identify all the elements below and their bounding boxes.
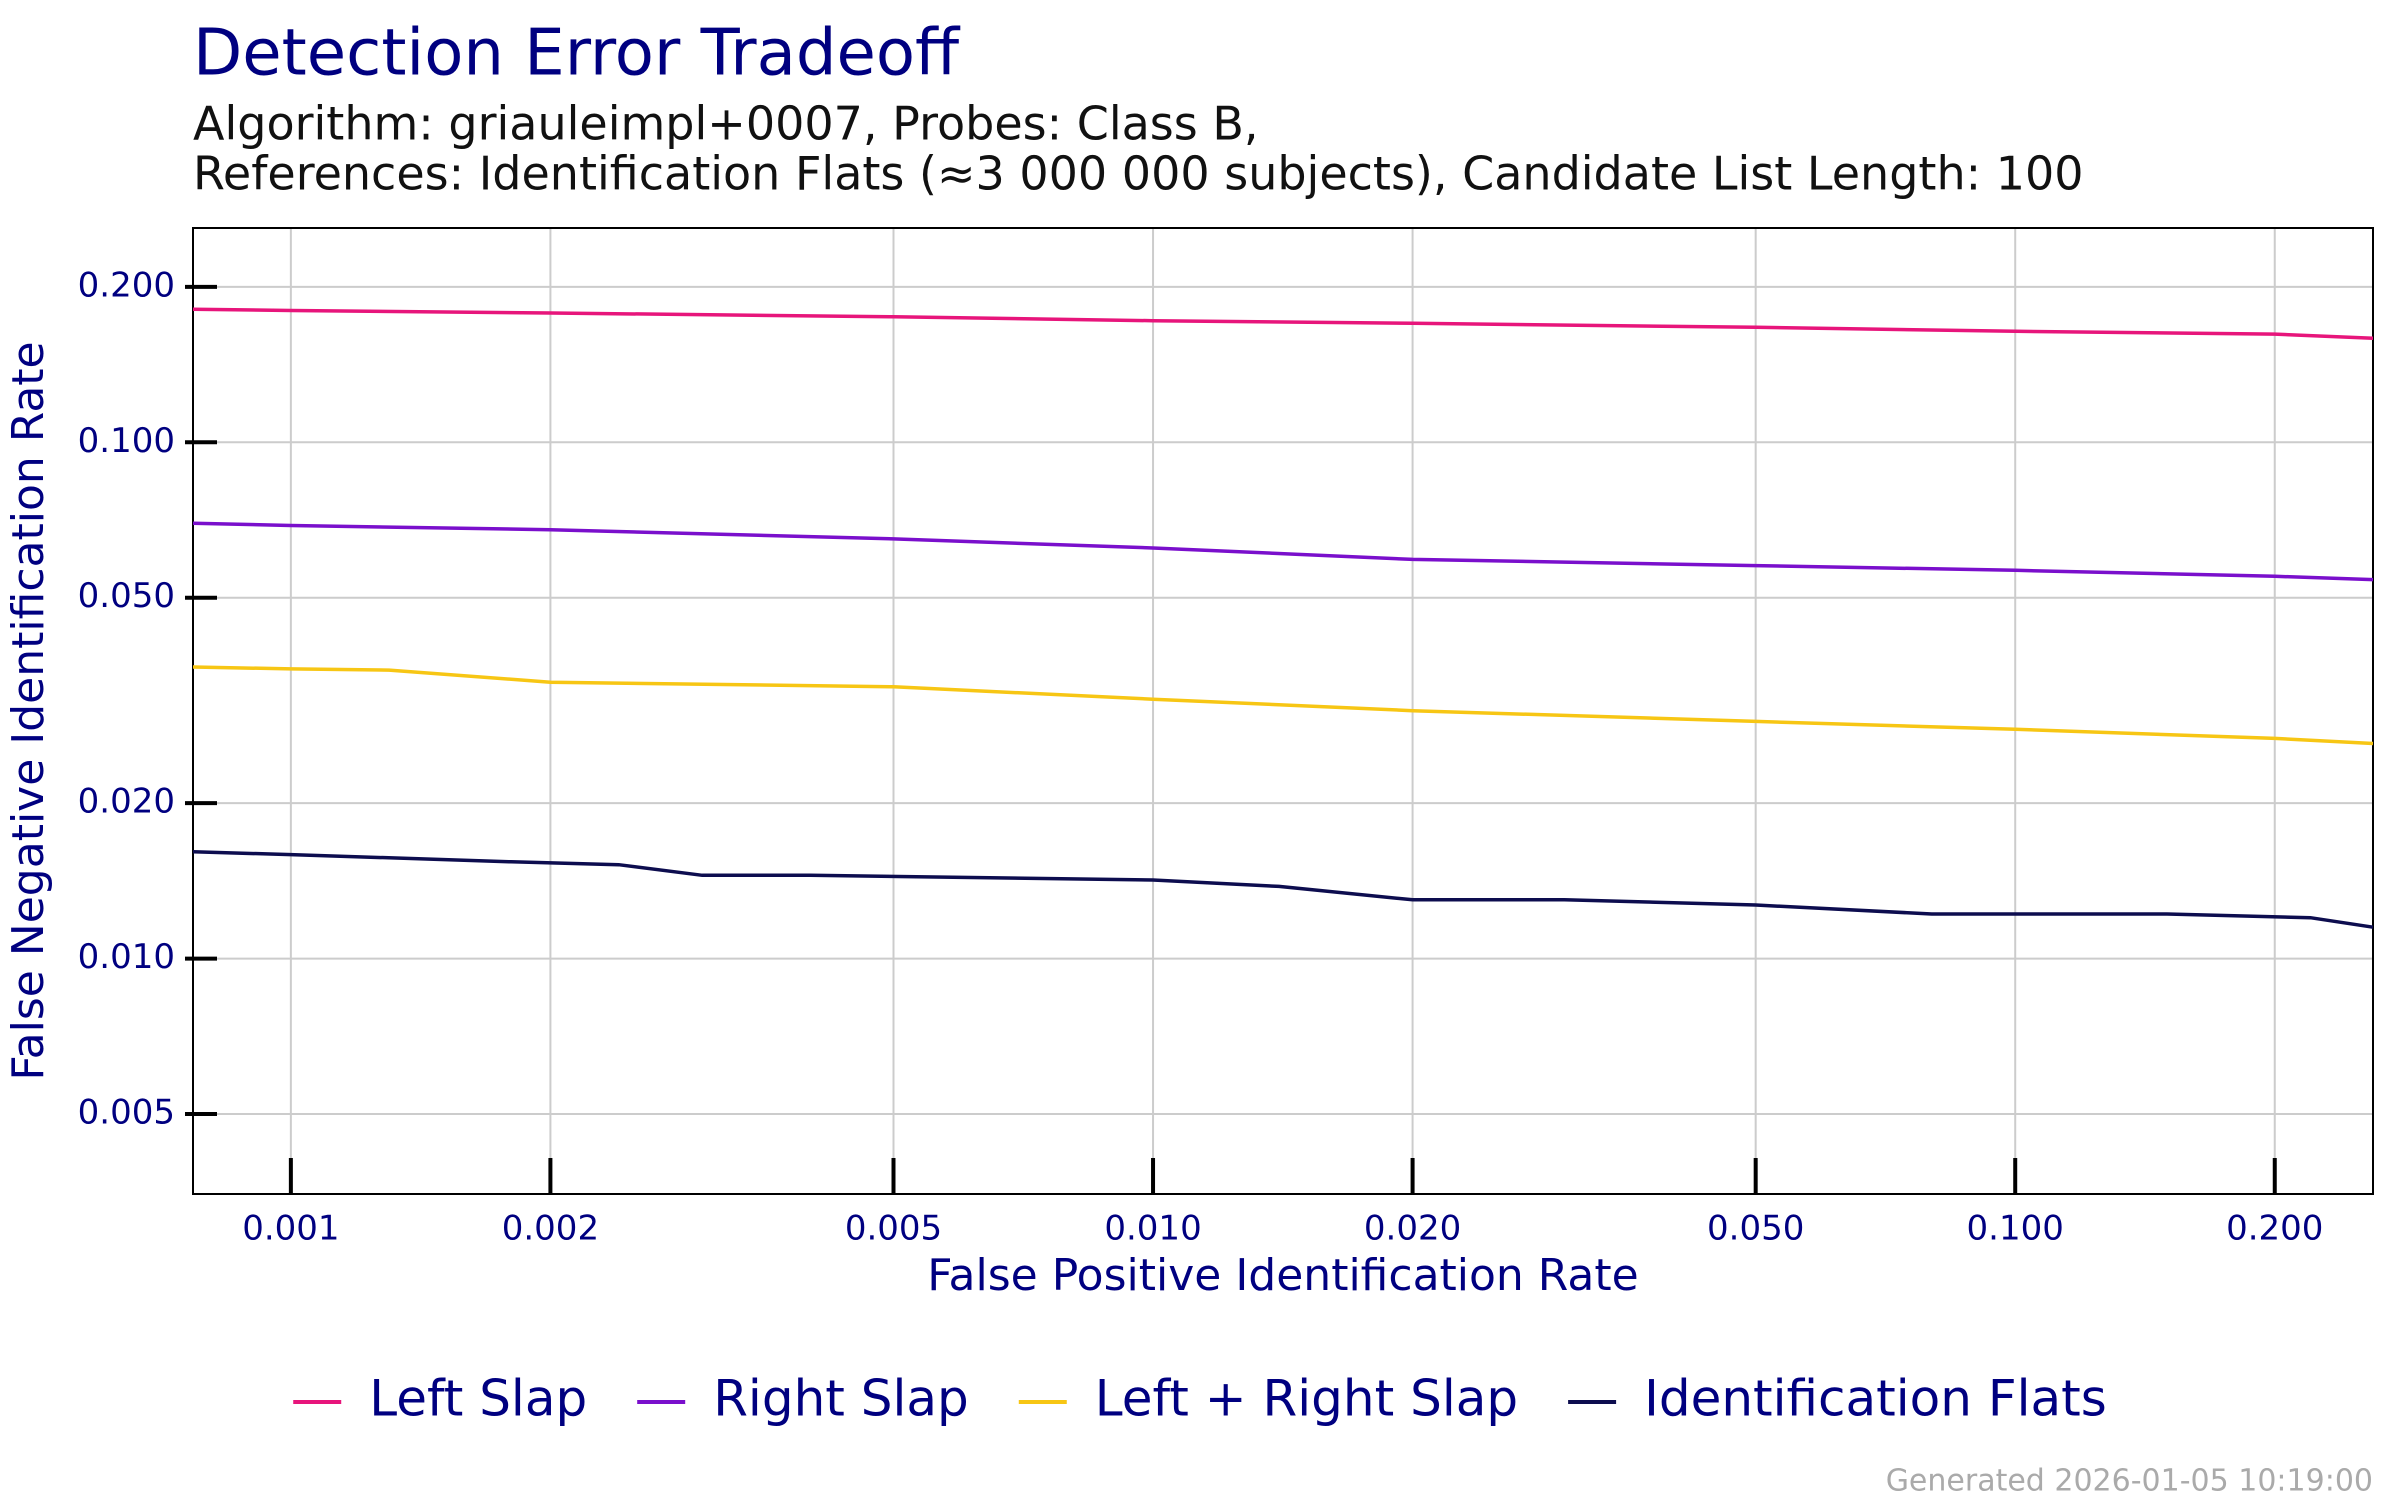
chart-subtitle: Algorithm: griauleimpl+0007, Probes: Cla…	[193, 97, 1259, 151]
legend-label: Identification Flats	[1644, 1370, 2107, 1428]
x-tick-label: 0.100	[1967, 1209, 2064, 1249]
x-tick-label: 0.050	[1707, 1209, 1804, 1249]
x-axis-title: False Positive Identification Rate	[927, 1250, 1638, 1301]
y-tick-label: 0.050	[78, 576, 175, 616]
series-line	[192, 307, 2374, 341]
y-tick-label: 0.100	[78, 421, 175, 461]
legend-label: Right Slap	[713, 1370, 969, 1428]
legend: Left Slap Right Slap Left + Right Slap Iden…	[293, 1370, 2107, 1428]
chart-subtitle: References: Identification Flats (≈3 000…	[193, 147, 2084, 201]
legend-label: Left + Right Slap	[1095, 1370, 1518, 1428]
series-line	[192, 665, 2374, 746]
x-tick-label: 0.200	[2226, 1209, 2323, 1249]
x-tick-label: 0.005	[845, 1209, 942, 1249]
y-tick-label: 0.020	[78, 782, 175, 822]
y-tick-label: 0.010	[78, 937, 175, 977]
y-tick-label: 0.200	[78, 265, 175, 305]
x-tick-label: 0.020	[1364, 1209, 1461, 1249]
series-line	[192, 850, 2374, 929]
chart-title: Detection Error Tradeoff	[193, 17, 961, 91]
x-tick-label: 0.001	[242, 1209, 339, 1249]
x-tick-label: 0.002	[502, 1209, 599, 1249]
footer: Generated 2026-01-05 10:19:00	[1886, 1464, 2373, 1499]
plot-border	[192, 227, 2374, 1195]
series-line	[192, 521, 2374, 582]
x-tick-label: 0.010	[1104, 1209, 1201, 1249]
legend-label: Left Slap	[369, 1370, 587, 1428]
y-tick-label: 0.005	[78, 1093, 175, 1133]
y-axis-title: False Negative Identification Rate	[3, 341, 54, 1080]
